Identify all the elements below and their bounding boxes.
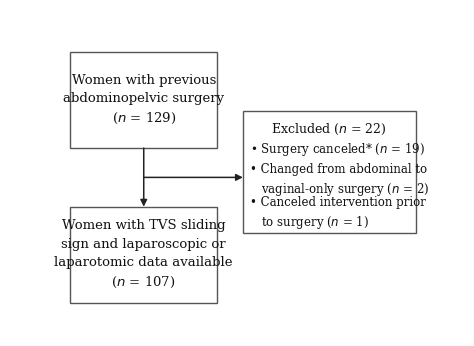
Bar xyxy=(70,52,217,148)
Text: Excluded ($n$ = 22): Excluded ($n$ = 22) xyxy=(272,121,387,137)
Bar xyxy=(243,111,416,233)
Text: • Surgery canceled* ($n$ = 19): • Surgery canceled* ($n$ = 19) xyxy=(249,142,424,158)
Text: Women with previous
abdominopelvic surgery
($n$ = 129): Women with previous abdominopelvic surge… xyxy=(63,74,224,127)
Bar xyxy=(70,207,217,303)
Text: Women with TVS sliding
sign and laparoscopic or
laparotomic data available
($n$ : Women with TVS sliding sign and laparosc… xyxy=(55,219,233,290)
Text: • Canceled intervention prior
   to surgery ($n$ = 1): • Canceled intervention prior to surgery… xyxy=(249,196,425,231)
Text: • Changed from abdominal to
   vaginal-only surgery ($n$ = 2): • Changed from abdominal to vaginal-only… xyxy=(249,163,429,198)
